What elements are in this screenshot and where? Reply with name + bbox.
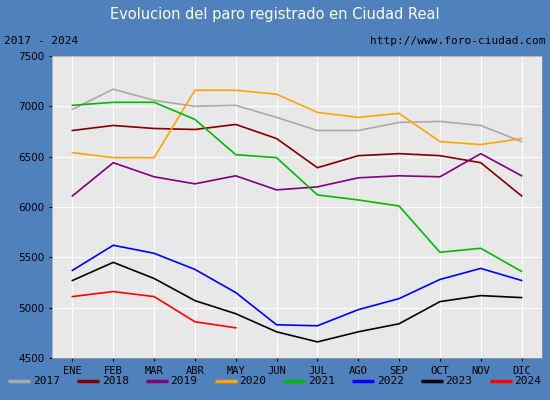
Text: 2022: 2022 [377,376,404,386]
Text: 2023: 2023 [446,376,472,386]
Text: http://www.foro-ciudad.com: http://www.foro-ciudad.com [370,36,546,46]
Text: 2017 - 2024: 2017 - 2024 [4,36,79,46]
Text: 2018: 2018 [102,376,129,386]
Text: 2020: 2020 [239,376,266,386]
Text: Evolucion del paro registrado en Ciudad Real: Evolucion del paro registrado en Ciudad … [110,8,440,22]
Text: 2024: 2024 [514,376,541,386]
Text: 2019: 2019 [170,376,197,386]
Text: 2021: 2021 [308,376,335,386]
Text: 2017: 2017 [33,376,60,386]
